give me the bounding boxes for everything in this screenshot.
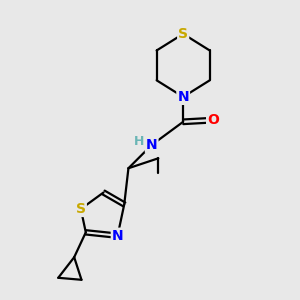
Text: S: S xyxy=(76,202,86,216)
Text: N: N xyxy=(177,90,189,104)
Text: H: H xyxy=(134,135,144,148)
Text: N: N xyxy=(112,229,123,243)
Text: O: O xyxy=(207,113,219,127)
Text: S: S xyxy=(178,27,188,41)
Text: N: N xyxy=(146,138,158,152)
